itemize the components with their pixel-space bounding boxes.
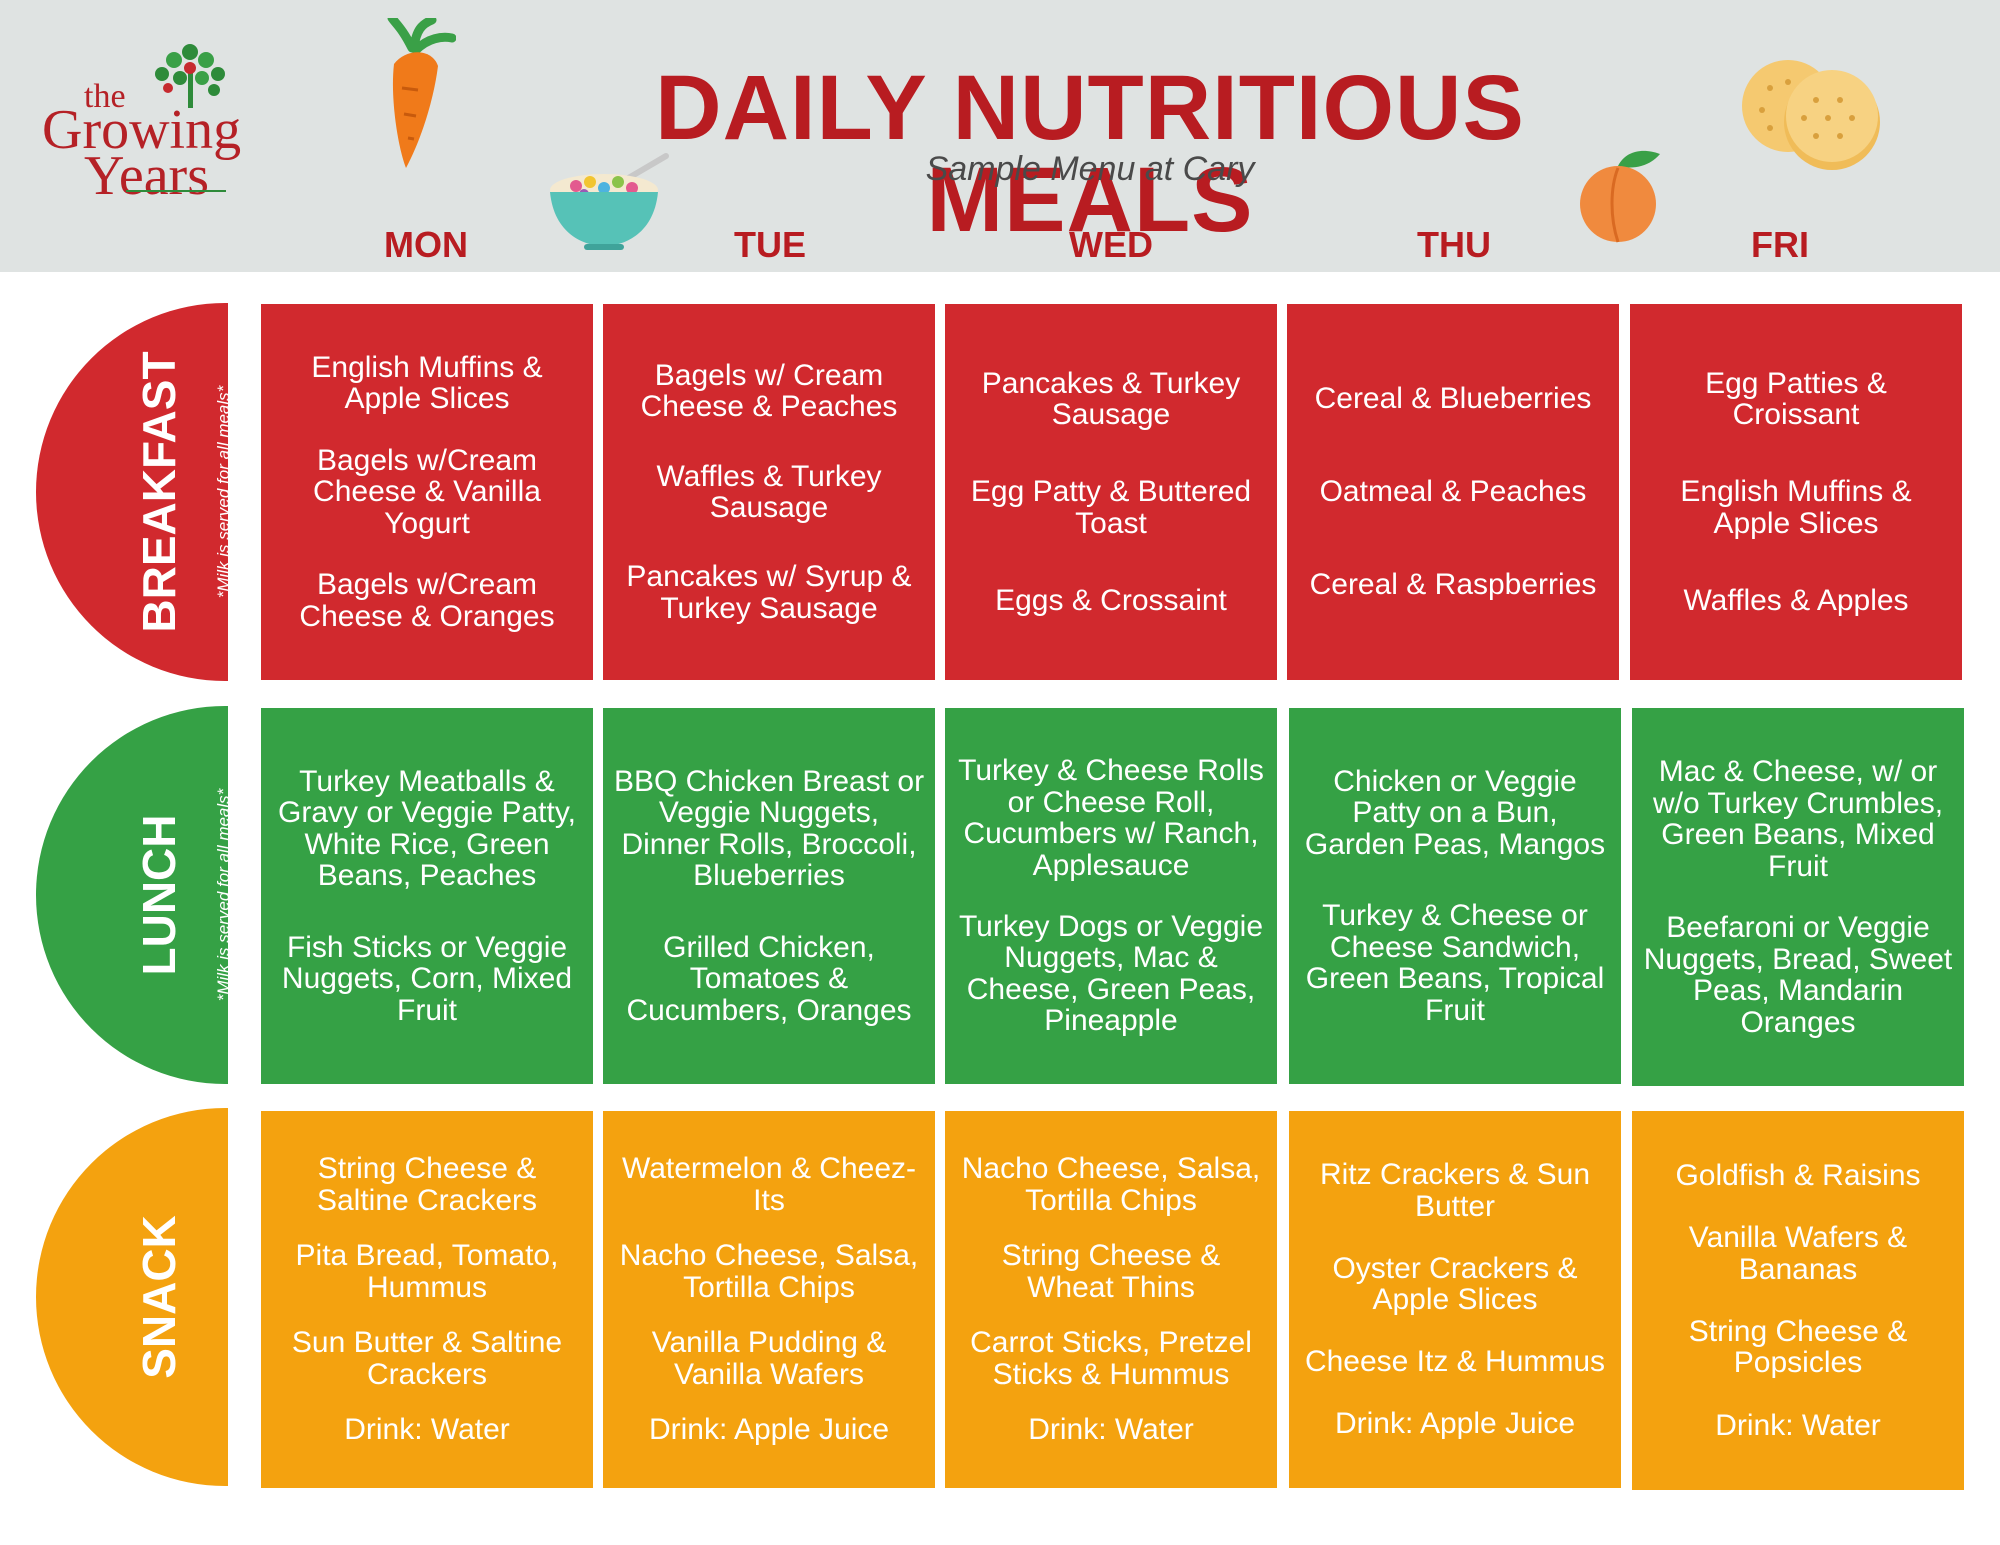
menu-item: Beefaroni or Veggie Nuggets, Bread, Swee… bbox=[1643, 911, 1953, 1039]
menu-item: Mac & Cheese, w/ or w/o Turkey Crumbles,… bbox=[1652, 755, 1944, 883]
cereal-bowl-icon bbox=[550, 153, 669, 250]
breakfast-cell-tue: Bagels w/ Cream Cheese & Peaches Waffles… bbox=[603, 304, 935, 680]
menu-item: Pancakes w/ Syrup & Turkey Sausage bbox=[626, 560, 912, 625]
menu-item: Oyster Crackers & Apple Slices bbox=[1332, 1251, 1578, 1317]
row-label-snack: SNACK bbox=[133, 1215, 185, 1379]
row-tab-snack: SNACK bbox=[36, 1108, 228, 1486]
menu-item: Turkey Dogs or Veggie Nuggets, Mac & Che… bbox=[958, 909, 1264, 1038]
carrot-icon bbox=[387, 18, 456, 168]
lunch-cell-wed: Turkey & Cheese Rolls or Cheese Roll, Cu… bbox=[945, 708, 1277, 1084]
row-tab-lunch: LUNCH *Milk is served for all meals* bbox=[36, 706, 233, 1084]
menu-item: Goldfish & Raisins bbox=[1675, 1158, 1921, 1192]
row-tab-breakfast: BREAKFAST *Milk is served for all meals* bbox=[36, 303, 233, 681]
logo-growing: Growing bbox=[42, 99, 242, 161]
menu-item: English Muffins & Apple Slices bbox=[311, 350, 543, 416]
menu-item: String Cheese & Popsicles bbox=[1688, 1314, 1908, 1380]
menu-item: BBQ Chicken Breast or Veggie Nuggets, Di… bbox=[613, 764, 925, 893]
menu-item: Waffles & Turkey Sausage bbox=[656, 459, 882, 524]
menu-item: Drink: Water bbox=[1028, 1413, 1194, 1447]
crackers-icon bbox=[1742, 60, 1880, 170]
logo-the: the bbox=[84, 78, 126, 115]
menu-item: Chicken or Veggie Patty on a Bun, Garden… bbox=[1304, 764, 1606, 861]
menu-item: Bagels w/ Cream Cheese & Peaches bbox=[640, 358, 898, 424]
menu-item: Grilled Chicken, Tomatoes & Cucumbers, O… bbox=[626, 930, 912, 1027]
lunch-cell-mon: Turkey Meatballs & Gravy or Veggie Patty… bbox=[261, 708, 593, 1084]
breakfast-cell-fri: Egg Patties & Croissant English Muffins … bbox=[1630, 304, 1962, 680]
milk-note-lunch: *Milk is served for all meals* bbox=[214, 788, 233, 1002]
menu-item: Oatmeal & Peaches bbox=[1319, 475, 1587, 509]
header bbox=[0, 0, 2000, 272]
menu-item: Turkey & Cheese Rolls or Cheese Roll, Cu… bbox=[958, 754, 1264, 882]
row-label-breakfast: BREAKFAST bbox=[133, 351, 185, 633]
day-header-fri: FRI bbox=[1751, 224, 1809, 265]
menu-item: English Muffins & Apple Slices bbox=[1680, 475, 1912, 540]
menu-item: Vanilla Wafers & Bananas bbox=[1688, 1221, 1908, 1286]
menu-item: Nacho Cheese, Salsa, Tortilla Chips bbox=[961, 1152, 1261, 1217]
day-header-wed: WED bbox=[1069, 224, 1153, 265]
menu-item: Nacho Cheese, Salsa, Tortilla Chips bbox=[619, 1239, 919, 1304]
menu-item: Drink: Apple Juice bbox=[1334, 1407, 1576, 1441]
snack-cell-tue: Watermelon & Cheez-Its Nacho Cheese, Sal… bbox=[603, 1111, 935, 1488]
menu-item: Fish Sticks or Veggie Nuggets, Corn, Mix… bbox=[281, 930, 573, 1027]
menu-item: Cereal & Raspberries bbox=[1309, 568, 1597, 602]
day-header-thu: THU bbox=[1417, 224, 1491, 265]
day-header-tue: TUE bbox=[734, 224, 806, 265]
menu-item: Bagels w/Cream Cheese & Vanilla Yogurt bbox=[313, 443, 541, 540]
row-label-lunch: LUNCH bbox=[133, 814, 185, 976]
logo-underline bbox=[126, 190, 226, 192]
lunch-cell-fri: Mac & Cheese, w/ or w/o Turkey Crumbles,… bbox=[1632, 708, 1964, 1086]
menu-item: Cereal & Blueberries bbox=[1314, 382, 1592, 416]
menu-item: Drink: Apple Juice bbox=[648, 1413, 890, 1447]
milk-note-breakfast: *Milk is served for all meals* bbox=[214, 385, 233, 599]
menu-item: Bagels w/Cream Cheese & Oranges bbox=[299, 568, 555, 633]
breakfast-cell-thu: Cereal & Blueberries Oatmeal & Peaches C… bbox=[1287, 304, 1619, 680]
logo: the Growing Years bbox=[36, 40, 266, 210]
snack-cell-wed: Nacho Cheese, Salsa, Tortilla Chips Stri… bbox=[945, 1111, 1277, 1488]
menu-item: Pita Bread, Tomato, Hummus bbox=[295, 1239, 559, 1304]
snack-cell-thu: Ritz Crackers & Sun Butter Oyster Cracke… bbox=[1289, 1111, 1621, 1488]
menu-item: Pancakes & Turkey Sausage bbox=[981, 366, 1241, 432]
lunch-cell-thu: Chicken or Veggie Patty on a Bun, Garden… bbox=[1289, 708, 1621, 1084]
snack-cell-mon: String Cheese & Saltine Crackers Pita Br… bbox=[261, 1111, 593, 1488]
menu-item: String Cheese & Wheat Thins bbox=[1001, 1239, 1221, 1304]
day-header-mon: MON bbox=[384, 224, 468, 265]
logo-years: Years bbox=[84, 145, 209, 207]
menu-item: Drink: Water bbox=[1715, 1408, 1881, 1442]
page-title: DAILY NUTRITIOUS MEALS bbox=[655, 57, 1525, 251]
menu-item: Egg Patty & Buttered Toast bbox=[970, 475, 1252, 540]
menu-item: Carrot Sticks, Pretzel Sticks & Hummus bbox=[970, 1326, 1252, 1391]
menu-item: Drink: Water bbox=[344, 1413, 510, 1447]
breakfast-cell-mon: English Muffins & Apple Slices Bagels w/… bbox=[261, 304, 593, 680]
menu-item: Cheese Itz & Hummus bbox=[1304, 1345, 1606, 1379]
menu-item: Eggs & Crossaint bbox=[995, 583, 1227, 617]
menu-item: Ritz Crackers & Sun Butter bbox=[1319, 1158, 1591, 1223]
snack-cell-fri: Goldfish & Raisins Vanilla Wafers & Bana… bbox=[1632, 1111, 1964, 1490]
menu-item: Turkey & Cheese or Cheese Sandwich, Gree… bbox=[1305, 899, 1605, 1027]
breakfast-cell-wed: Pancakes & Turkey Sausage Egg Patty & Bu… bbox=[945, 304, 1277, 680]
menu-item: Turkey Meatballs & Gravy or Veggie Patty… bbox=[278, 764, 576, 893]
menu-item: Watermelon & Cheez-Its bbox=[622, 1152, 916, 1217]
menu-item: Egg Patties & Croissant bbox=[1705, 366, 1887, 432]
menu-item: Waffles & Apples bbox=[1683, 583, 1909, 617]
menu-item: Sun Butter & Saltine Crackers bbox=[291, 1326, 563, 1391]
lunch-cell-tue: BBQ Chicken Breast or Veggie Nuggets, Di… bbox=[603, 708, 935, 1084]
peach-icon bbox=[1580, 150, 1660, 243]
tree-icon bbox=[155, 44, 225, 108]
menu-item: String Cheese & Saltine Crackers bbox=[316, 1152, 538, 1217]
menu-item: Vanilla Pudding & Vanilla Wafers bbox=[651, 1326, 887, 1391]
page-subtitle: Sample Menu at Cary bbox=[925, 150, 1255, 188]
